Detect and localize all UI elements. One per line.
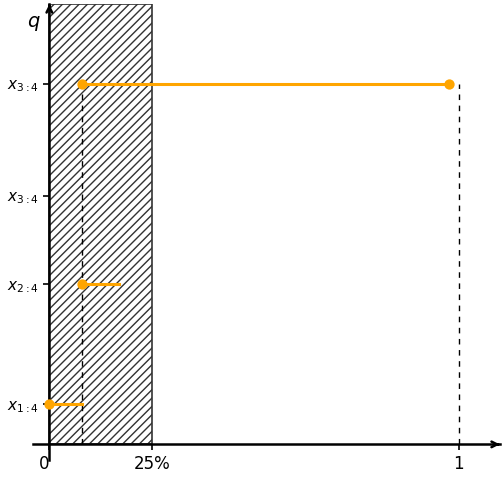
Point [445, 80, 453, 88]
Bar [49, 4, 152, 444]
Point [78, 80, 86, 88]
Text: q: q [27, 12, 39, 31]
Point [45, 400, 53, 408]
Point [78, 280, 86, 288]
